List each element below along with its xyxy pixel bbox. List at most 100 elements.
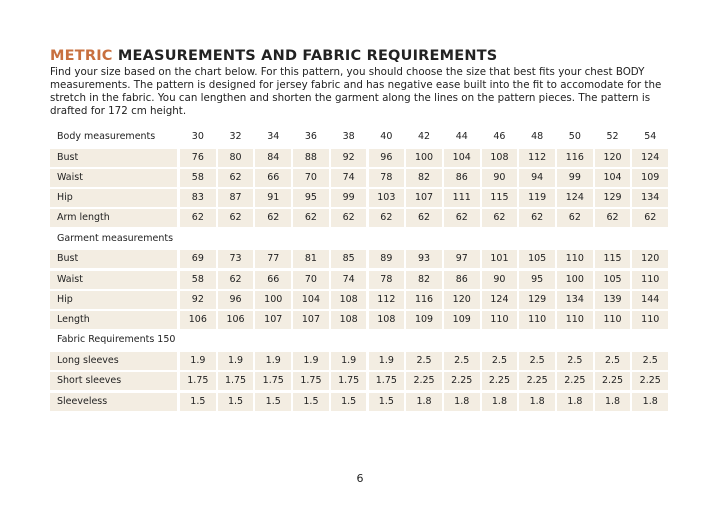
value-cell: 86 (443, 168, 480, 187)
value-cell: 107 (406, 189, 442, 208)
row-label: Short sleeves (50, 372, 177, 391)
value-cell: 2.5 (557, 351, 593, 370)
value-cell: 73 (217, 250, 254, 269)
value-cell: 110 (594, 311, 631, 330)
value-cell: 109 (443, 311, 480, 330)
value-cell: 1.8 (481, 392, 518, 411)
size-header: 36 (304, 131, 317, 142)
value-cell: 92 (330, 148, 367, 167)
value-cell: 1.5 (255, 392, 292, 411)
value-cell: 2.25 (481, 372, 518, 391)
value-cell: 1.75 (180, 372, 216, 391)
size-header: 54 (644, 131, 657, 142)
value-cell: 108 (481, 148, 518, 167)
value-cell: 90 (481, 270, 518, 289)
value-cell: 110 (519, 311, 555, 330)
value-cell: 62 (180, 209, 216, 228)
value-cell: 120 (632, 250, 669, 269)
value-cell: 62 (217, 209, 254, 228)
value-cell: 62 (217, 168, 254, 187)
value-cell: 129 (594, 189, 631, 208)
value-cell: 2.25 (443, 372, 480, 391)
value-cell: 100 (255, 290, 292, 309)
size-header: 40 (380, 131, 393, 142)
value-cell: 1.9 (255, 351, 292, 370)
size-header: 52 (606, 131, 619, 142)
row-label: Sleeveless (50, 392, 177, 411)
value-cell: 106 (180, 311, 216, 330)
value-cell: 105 (519, 250, 555, 269)
value-cell: 124 (557, 189, 593, 208)
value-cell: 1.8 (443, 392, 480, 411)
value-cell: 70 (293, 168, 329, 187)
value-cell: 66 (255, 168, 292, 187)
value-cell: 1.9 (180, 351, 216, 370)
size-header: 34 (267, 131, 280, 142)
value-cell: 105 (594, 270, 631, 289)
value-cell: 120 (594, 148, 631, 167)
value-cell: 1.75 (330, 372, 367, 391)
title-text: MEASUREMENTS AND FABRIC REQUIREMENTS (117, 48, 498, 64)
value-cell: 84 (255, 148, 292, 167)
value-cell: 87 (217, 189, 254, 208)
value-cell: 78 (368, 270, 405, 289)
value-cell: 2.25 (557, 372, 593, 391)
value-cell: 62 (443, 209, 480, 228)
value-cell: 78 (368, 168, 405, 187)
value-cell: 112 (368, 290, 405, 309)
value-cell: 2.25 (406, 372, 442, 391)
value-cell: 1.8 (519, 392, 555, 411)
value-cell: 103 (368, 189, 405, 208)
size-header: 48 (531, 131, 544, 142)
value-cell: 110 (557, 250, 593, 269)
value-cell: 1.9 (368, 351, 405, 370)
value-cell: 116 (557, 148, 593, 167)
row-label: Bust (50, 250, 177, 269)
value-cell: 62 (330, 209, 367, 228)
row-label: Bust (50, 148, 177, 167)
row-label: Arm length (50, 209, 177, 228)
value-cell: 1.9 (293, 351, 329, 370)
value-cell: 104 (594, 168, 631, 187)
value-cell: 1.75 (368, 372, 405, 391)
value-cell: 62 (406, 209, 442, 228)
row-label: Waist (50, 168, 177, 187)
value-cell: 1.9 (217, 351, 254, 370)
value-cell: 99 (330, 189, 367, 208)
value-cell: 1.5 (180, 392, 216, 411)
row-label: Hip (50, 290, 177, 309)
value-cell: 1.5 (368, 392, 405, 411)
value-cell: 69 (180, 250, 216, 269)
value-cell: 1.75 (293, 372, 329, 391)
row-label: Hip (50, 189, 177, 208)
value-cell: 111 (443, 189, 480, 208)
value-cell: 1.8 (594, 392, 631, 411)
value-cell: 93 (406, 250, 442, 269)
value-cell: 100 (406, 148, 442, 167)
value-cell: 82 (406, 270, 442, 289)
section-heading: Fabric Requirements 150 cm (57, 334, 176, 363)
value-cell: 95 (293, 189, 329, 208)
section-heading: Garment measurements (57, 232, 174, 244)
value-cell: 58 (180, 270, 216, 289)
value-cell: 134 (557, 290, 593, 309)
value-cell: 2.5 (632, 351, 669, 370)
size-header: 42 (417, 131, 431, 142)
size-header: 38 (342, 131, 355, 142)
value-cell: 115 (594, 250, 631, 269)
value-cell: 2.5 (481, 351, 518, 370)
value-cell: 124 (632, 148, 669, 167)
value-cell: 1.8 (557, 392, 593, 411)
value-cell: 62 (632, 209, 669, 228)
value-cell: 1.8 (406, 392, 442, 411)
value-cell: 1.8 (632, 392, 669, 411)
value-cell: 89 (368, 250, 405, 269)
value-cell: 101 (481, 250, 518, 269)
value-cell: 2.25 (519, 372, 555, 391)
value-cell: 1.75 (255, 372, 292, 391)
size-header: 32 (229, 131, 242, 142)
value-cell: 80 (217, 148, 254, 167)
value-cell: 88 (293, 148, 329, 167)
value-cell: 108 (368, 311, 405, 330)
value-cell: 81 (293, 250, 329, 269)
